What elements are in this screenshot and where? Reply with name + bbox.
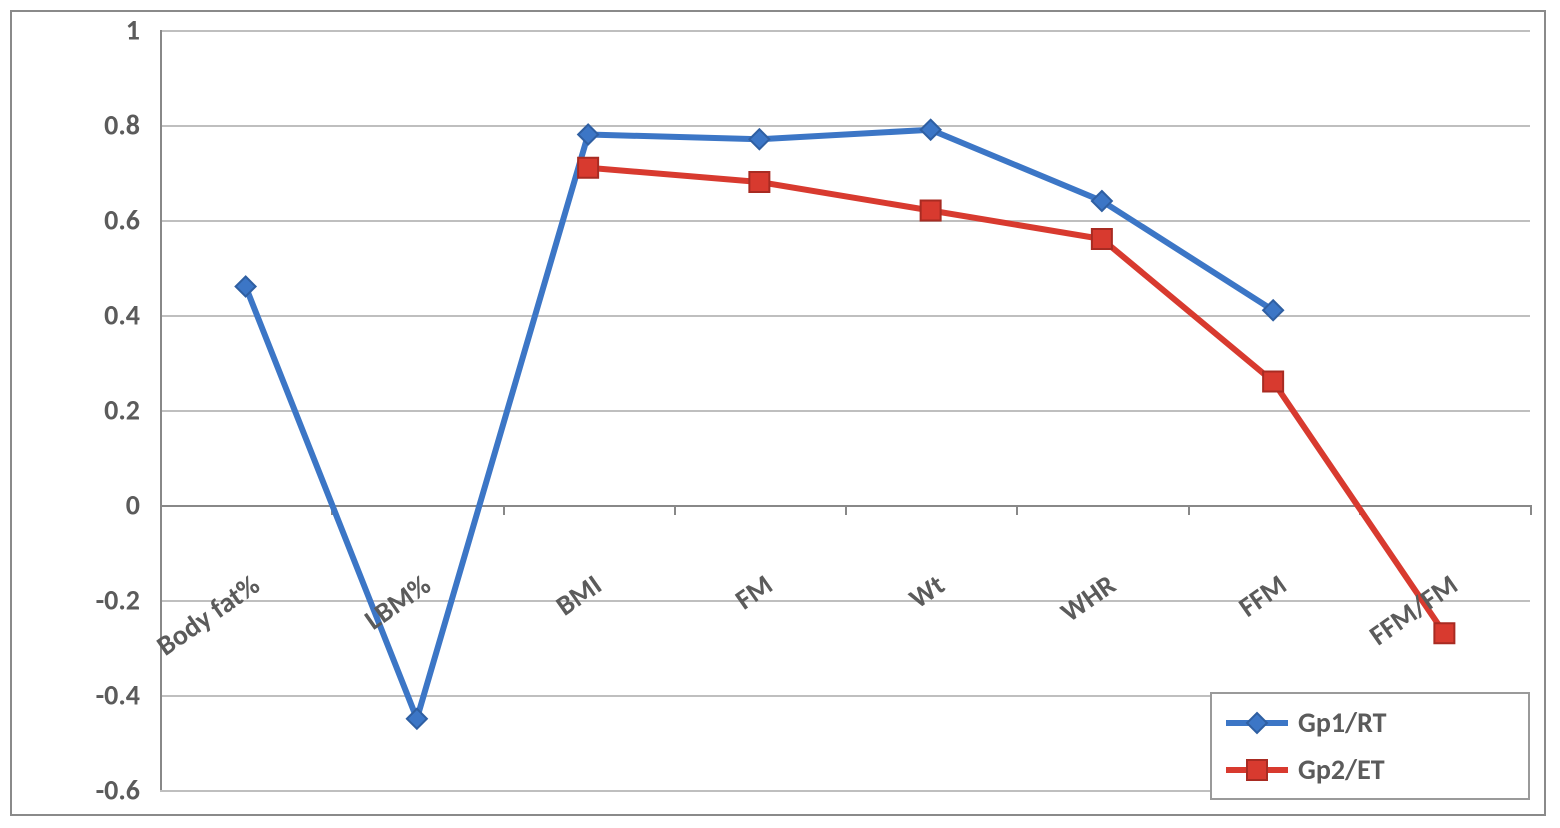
y-tick-label: 0 [50, 488, 140, 523]
series-marker-Gp1/RT [578, 125, 598, 145]
legend: Gp1/RT Gp2/ET [1210, 692, 1530, 800]
legend-label: Gp2/ET [1298, 752, 1385, 787]
legend-swatch [1226, 713, 1288, 733]
x-tick [1530, 505, 1532, 515]
series-marker-Gp1/RT [407, 709, 427, 729]
y-tick-label: -0.2 [50, 583, 140, 618]
series-marker-Gp1/RT [749, 129, 769, 149]
y-tick-label: 0.2 [50, 393, 140, 428]
series-layer [160, 30, 1530, 790]
series-line-Gp1/RT [246, 130, 1274, 719]
legend-item-Gp1/RT: Gp1/RT [1226, 705, 1514, 740]
series-marker-Gp2/ET [1434, 623, 1454, 643]
y-tick-label: 0.6 [50, 203, 140, 238]
y-tick-label: 0.4 [50, 298, 140, 333]
y-tick-label: -0.4 [50, 678, 140, 713]
plot-area [160, 30, 1530, 790]
legend-marker-icon [1245, 711, 1269, 735]
legend-swatch [1226, 760, 1288, 780]
series-marker-Gp2/ET [921, 201, 941, 221]
y-tick-label: 0.8 [50, 108, 140, 143]
series-line-Gp2/ET [588, 168, 1444, 634]
series-marker-Gp2/ET [1092, 229, 1112, 249]
series-marker-Gp1/RT [921, 120, 941, 140]
series-marker-Gp2/ET [1263, 372, 1283, 392]
y-tick-label: 1 [50, 13, 140, 48]
legend-marker-icon [1245, 758, 1269, 782]
legend-item-Gp2/ET: Gp2/ET [1226, 752, 1514, 787]
series-marker-Gp2/ET [578, 158, 598, 178]
series-marker-Gp2/ET [749, 172, 769, 192]
series-marker-Gp1/RT [236, 277, 256, 297]
legend-label: Gp1/RT [1298, 705, 1386, 740]
y-tick-label: -0.6 [50, 773, 140, 808]
